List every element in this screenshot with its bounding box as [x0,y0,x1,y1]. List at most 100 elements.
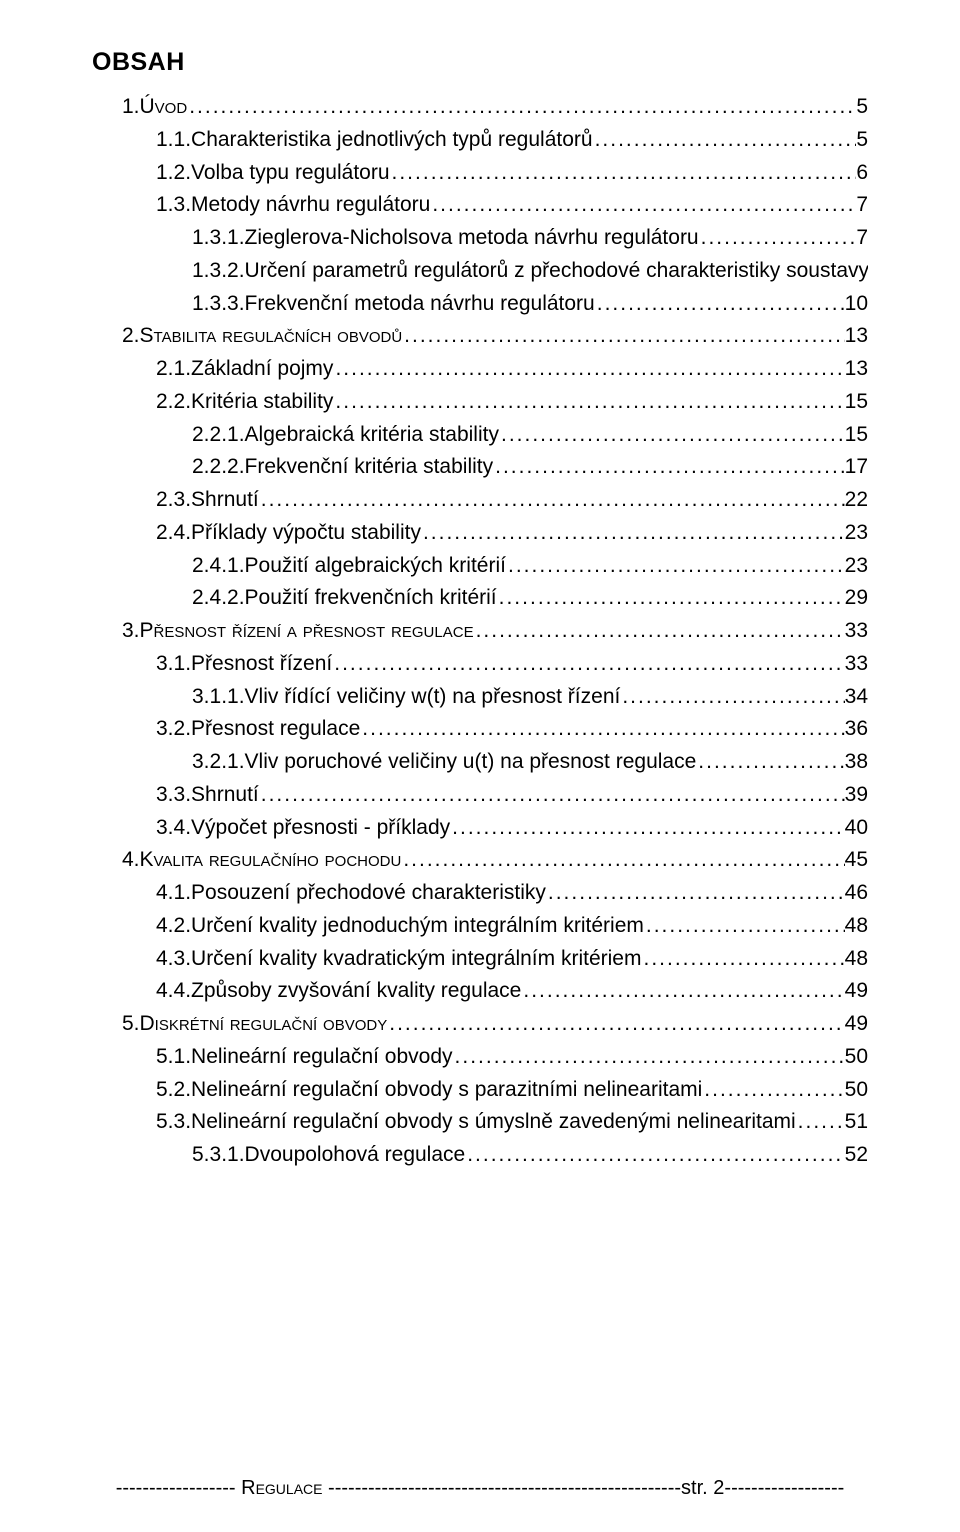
toc-title: OBSAH [92,48,868,77]
toc-entry: 3.2.1.Vliv poruchové veličiny u(t) na př… [92,746,868,779]
toc-leader-dots [187,91,856,124]
toc-leader-dots [333,353,844,386]
toc-entry-label: 2.4.2.Použití frekvenčních kritérií [192,582,497,615]
toc-leader-dots [521,975,844,1008]
toc-entry-label: 2.2.1.Algebraická kritéria stability [192,419,499,452]
toc-entry-label: 5.Diskrétní regulační obvody [122,1008,387,1041]
toc-leader-dots [497,582,845,615]
toc-entry-label: 2.4.1.Použití algebraických kritérií [192,550,506,583]
toc-entry: 4.3.Určení kvality kvadratickým integrál… [92,943,868,976]
toc-entry: 5.3.Nelineární regulační obvody s úmysln… [92,1106,868,1139]
footer-page-number: str. 2 [681,1477,724,1499]
toc-leader-dots [595,288,845,321]
toc-entry-title: 3.Přesnost řízení a přesnost regulace [122,619,474,642]
toc-entry: 5.2.Nelineární regulační obvody s parazi… [92,1074,868,1107]
toc-leader-dots [401,844,844,877]
toc-entry-title: 4.Kvalita regulačního pochodu [122,848,401,871]
toc-entry: 3.4.Výpočet přesnosti - příklady40 [92,812,868,845]
toc-entry-label: 5.3.1.Dvoupolohová regulace [192,1139,465,1172]
toc-entry: 2.4.2.Použití frekvenčních kritérií29 [92,582,868,615]
toc-entry: 3.Přesnost řízení a přesnost regulace 33 [92,615,868,648]
toc-leader-dots [499,419,845,452]
toc-entry-label: 2.4.Příklady výpočtu stability [156,517,421,550]
toc-leader-dots [390,157,857,190]
toc-leader-dots [259,779,845,812]
footer-dashes-tail: ------------------ [724,1477,844,1499]
toc-entry-page: 48 [845,943,868,976]
toc-entry-page: 49 [845,975,868,1008]
toc-entry: 2.1.Základní pojmy 13 [92,353,868,386]
toc-entry-page: 7 [856,222,868,255]
toc-leader-dots [593,124,857,157]
toc-entry-page: 17 [845,451,868,484]
toc-entry-page: 52 [845,1139,868,1172]
toc-entry-label: 3.2.1.Vliv poruchové veličiny u(t) na př… [192,746,696,779]
toc-entry-label: 3.3.Shrnutí [156,779,259,812]
toc-entry-title: 2.Stabilita regulačních obvodů [122,324,402,347]
toc-leader-dots [453,1041,845,1074]
toc-entry: 2.2.1.Algebraická kritéria stability 15 [92,419,868,452]
footer-dashes-left: ------------------ [116,1477,236,1499]
toc-entry-page: 23 [845,517,868,550]
toc-entry-page: 15 [845,419,868,452]
toc-entry-label: 5.3.Nelineární regulační obvody s úmysln… [156,1106,796,1139]
toc-leader-dots [450,812,844,845]
toc-entry-label: 3.1.Přesnost řízení [156,648,332,681]
toc-leader-dots [402,320,844,353]
toc-leader-dots [546,877,845,910]
toc-entry-label: 1.3.Metody návrhu regulátoru [156,189,430,222]
toc-entry-title: 1.Úvod [122,95,187,118]
toc-leader-dots [641,943,844,976]
toc-entry-page: 33 [845,648,868,681]
toc-entry-page: 15 [845,386,868,419]
toc-entry-label: 1.1.Charakteristika jednotlivých typů re… [156,124,593,157]
toc-entry: 4.2.Určení kvality jednoduchým integráln… [92,910,868,943]
toc-entry-page: 5 [856,124,868,157]
toc-entry: 2.3.Shrnutí22 [92,484,868,517]
toc-entry-page: 34 [845,681,868,714]
toc-entry-label: 2.Stabilita regulačních obvodů [122,320,402,353]
toc-entry: 1.1.Charakteristika jednotlivých typů re… [92,124,868,157]
toc-entry-page: 13 [845,353,868,386]
footer-dashes-right: ----------------------------------------… [328,1477,681,1499]
toc-leader-dots [360,713,844,746]
toc-entry-title: 5.Diskrétní regulační obvody [122,1012,387,1035]
toc-entry: 1.3.3.Frekvenční metoda návrhu regulátor… [92,288,868,321]
toc-entry-page: 49 [845,1008,868,1041]
toc-entry: 2.2.2.Frekvenční kritéria stability 17 [92,451,868,484]
toc-leader-dots [506,550,845,583]
toc-entry-label: 2.3.Shrnutí [156,484,259,517]
toc-entry-page: 10 [845,288,868,321]
toc-entry: 5.1.Nelineární regulační obvody50 [92,1041,868,1074]
toc-entry-label: 2.2.Kritéria stability [156,386,333,419]
toc-leader-dots [702,1074,844,1107]
toc-leader-dots [332,648,844,681]
toc-leader-dots [421,517,845,550]
toc-entry-label: 3.1.1.Vliv řídící veličiny w(t) na přesn… [192,681,620,714]
toc-leader-dots [796,1106,845,1139]
toc-entry-label: 2.2.2.Frekvenční kritéria stability [192,451,493,484]
toc-entry-label: 2.1.Základní pojmy [156,353,333,386]
toc-entry-label: 5.2.Nelineární regulační obvody s parazi… [156,1074,702,1107]
toc-entry: 3.1.Přesnost řízení 33 [92,648,868,681]
toc-entry-label: 3.4.Výpočet přesnosti - příklady [156,812,450,845]
toc-entry: 4.Kvalita regulačního pochodu45 [92,844,868,877]
toc-entry-label: 3.Přesnost řízení a přesnost regulace [122,615,474,648]
toc-entry-page: 5 [856,91,868,124]
page-footer: ------------------ Regulace ------------… [0,1477,960,1500]
toc-entry-label: 1.Úvod [122,91,187,124]
toc-entry: 4.4.Způsoby zvyšování kvality regulace49 [92,975,868,1008]
toc-entry: 1.3.2.Určení parametrů regulátorů z přec… [92,255,868,288]
toc-entry: 1.3.Metody návrhu regulátoru7 [92,189,868,222]
toc-entry-page: 6 [856,157,868,190]
toc-leader-dots [644,910,845,943]
toc-entry-page: 23 [845,550,868,583]
toc-leader-dots [474,615,845,648]
toc-entry-page: 33 [845,615,868,648]
toc-entry: 3.2.Přesnost regulace36 [92,713,868,746]
toc-leader-dots [387,1008,844,1041]
toc-entry: 2.4.Příklady výpočtu stability 23 [92,517,868,550]
page: OBSAH 1.Úvod 5 1.1.Charakteristika jednotl… [0,0,960,1532]
toc-entry: 5.Diskrétní regulační obvody 49 [92,1008,868,1041]
toc-entry-label: 3.2.Přesnost regulace [156,713,360,746]
